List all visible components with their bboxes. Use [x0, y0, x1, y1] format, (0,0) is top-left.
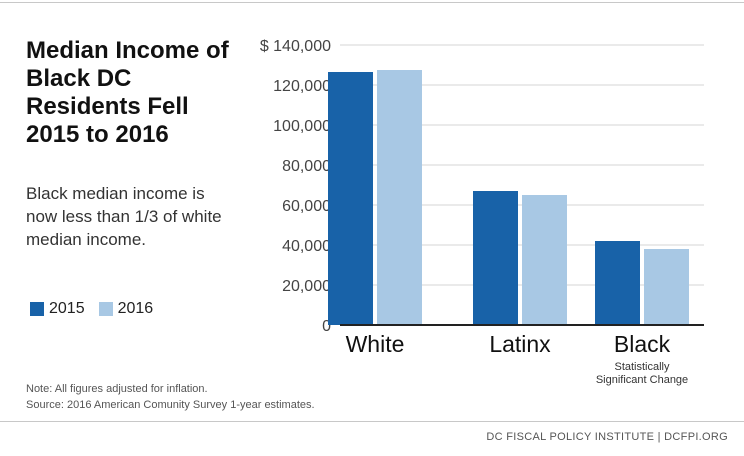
legend-item-2015: 2015 — [30, 300, 85, 318]
y-tick-label: 120,000 — [273, 78, 331, 95]
y-tick-label: 60,000 — [282, 198, 331, 215]
source-text: Source: 2016 American Comunity Survey 1-… — [26, 399, 315, 411]
top-rule — [0, 2, 744, 3]
category-note: Statistically Significant Change — [596, 361, 688, 386]
bar-black-2016 — [644, 249, 689, 325]
legend-label-2016: 2016 — [117, 300, 154, 317]
page-subtitle: Black median income is now less than 1/3… — [26, 184, 222, 249]
category-label: Black — [614, 331, 671, 357]
bar-white-2015 — [328, 72, 373, 325]
y-tick-label: 100,000 — [273, 118, 331, 135]
y-tick-label: 20,000 — [282, 278, 331, 295]
legend: 2015 2016 — [30, 300, 167, 318]
bar-black-2015 — [595, 241, 640, 325]
footer-rule — [0, 421, 744, 422]
y-tick-label: $ 140,000 — [260, 38, 331, 55]
page-title: Median Income of Black DC Residents Fell… — [26, 37, 229, 148]
category-label: Latinx — [489, 331, 551, 357]
note-text: Note: All figures adjusted for inflation… — [26, 383, 208, 395]
bar-latinx-2015 — [473, 191, 518, 325]
category-label: White — [346, 331, 405, 357]
legend-item-2016: 2016 — [98, 300, 154, 318]
legend-swatch-2015 — [30, 302, 44, 316]
footer-credit: DC FISCAL POLICY INSTITUTE | DCFPI.ORG — [486, 431, 728, 443]
y-tick-label: 0 — [322, 318, 331, 335]
bar-chart: 0 20,000 40,000 60,000 80,000 100,000 120,000 $… — [260, 38, 704, 386]
y-tick-label: 40,000 — [282, 238, 331, 255]
legend-label-2015: 2015 — [49, 300, 85, 317]
bar-latinx-2016 — [522, 195, 567, 325]
legend-swatch-2016 — [98, 302, 113, 316]
bar-white-2016 — [377, 70, 422, 325]
y-tick-label: 80,000 — [282, 158, 331, 175]
